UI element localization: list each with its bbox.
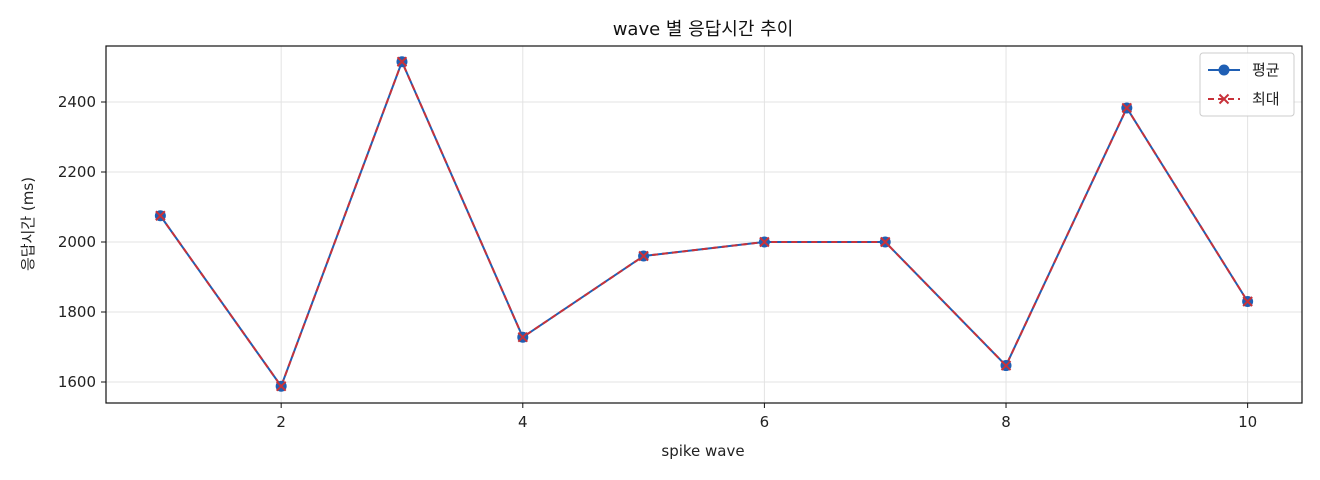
series-line-2: [159, 60, 1249, 388]
legend-label-2: 최대: [1252, 90, 1280, 108]
plot-frame: [105, 45, 1303, 404]
legend-marker-1: [1218, 64, 1230, 76]
y-tick-label: 2200: [58, 163, 96, 181]
y-tick-label: 1800: [58, 303, 96, 321]
x-tick-label: 2: [276, 413, 286, 431]
series-layer: [154, 56, 1254, 392]
grid-lines: [106, 46, 1302, 403]
y-axis-title: 응답시간 (ms): [19, 177, 37, 271]
series-2-point: [517, 331, 528, 343]
x-axis-title: spike wave: [661, 442, 744, 460]
series-2-point: [1000, 360, 1012, 371]
y-tick-label: 1600: [58, 373, 96, 391]
series-2-point: [638, 250, 649, 262]
y-tick-label: 2000: [58, 233, 96, 251]
y-tick-label: 2400: [58, 93, 96, 111]
series-2-point: [396, 56, 408, 67]
series-2-point: [1121, 102, 1133, 114]
legend-label-1: 평균: [1252, 61, 1280, 79]
series-2-point: [1242, 296, 1253, 307]
series-2-point: [759, 236, 770, 248]
x-tick-label: 4: [518, 413, 528, 431]
chart-title: wave 별 응답시간 추이: [613, 19, 794, 40]
axes: 2 4 6 8 10 1600 1800 2000 2200 2400: [58, 45, 1303, 431]
legend-marker-2: [1218, 93, 1230, 105]
x-tick-label: 6: [760, 413, 770, 431]
series-2-point: [880, 236, 891, 248]
legend-box: [1199, 52, 1295, 117]
x-tick-label: 10: [1238, 413, 1257, 431]
series-2-point: [275, 380, 287, 392]
x-tick-label: 8: [1001, 413, 1011, 431]
series-2-point: [155, 210, 166, 221]
